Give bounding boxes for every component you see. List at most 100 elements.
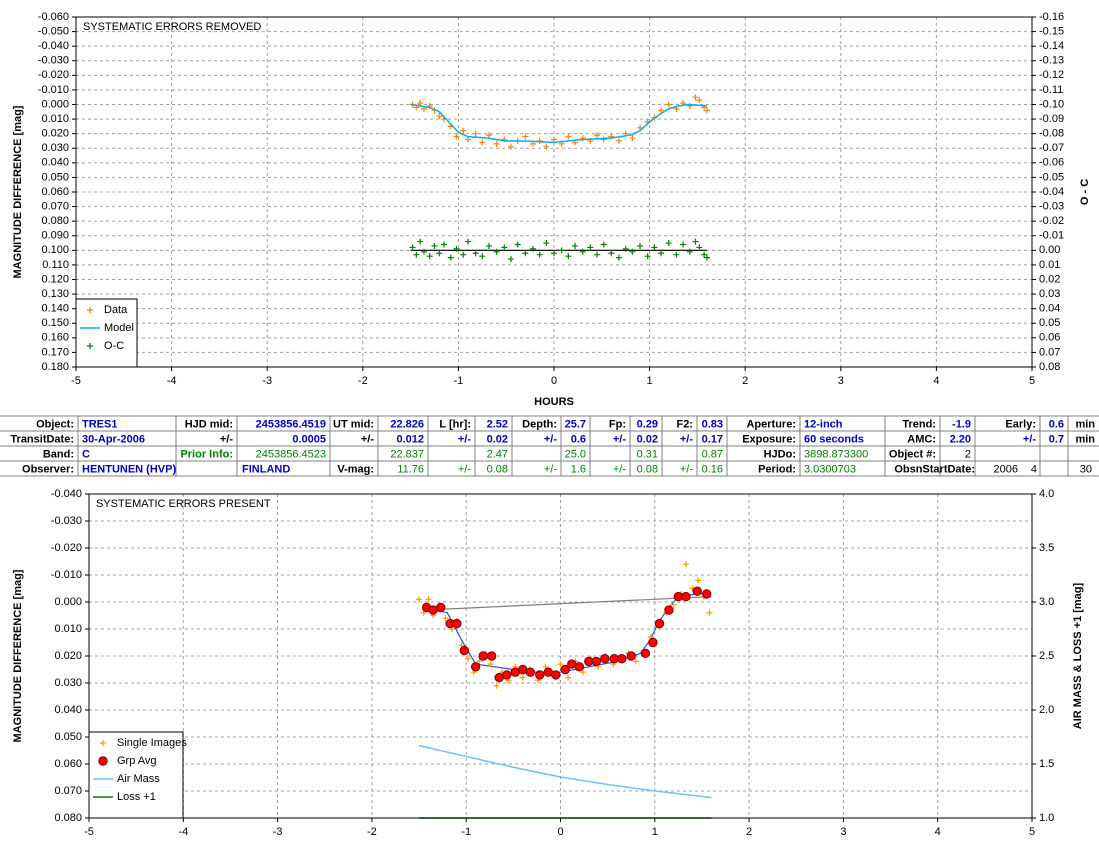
data-point	[453, 133, 460, 140]
group-average	[664, 605, 674, 615]
y-tick-label: -0.010	[51, 569, 82, 581]
x-tick-label: 0	[557, 826, 563, 838]
table-cell: 0.6	[571, 433, 586, 445]
y-tick-label: 0.120	[41, 273, 69, 285]
table-cell: 11.76	[397, 463, 424, 475]
y-tick-label: 0.010	[41, 113, 69, 125]
data-point	[558, 247, 565, 254]
data-point	[629, 248, 636, 255]
table-cell: F2:	[677, 418, 694, 430]
data-point	[565, 674, 572, 681]
y2-tick-label: -0.13	[1039, 55, 1064, 67]
data-point	[703, 254, 710, 261]
table-cell: +/-	[458, 433, 471, 445]
y-tick-label: -0.060	[38, 11, 69, 23]
table-cell: Exposure:	[742, 433, 796, 445]
series-line	[418, 744, 712, 799]
group-average	[502, 670, 512, 680]
table-cell: 25.0	[565, 448, 586, 460]
data-point	[622, 245, 629, 252]
y2-tick-label: -0.08	[1039, 128, 1064, 140]
data-point	[682, 561, 689, 568]
data-point	[670, 601, 677, 608]
data-point	[465, 655, 472, 662]
data-point	[565, 253, 572, 260]
y-tick-label: -0.020	[38, 69, 69, 81]
data-point	[409, 244, 416, 251]
table-cell: 0.16	[702, 463, 723, 475]
y-tick-label: -0.040	[51, 488, 82, 500]
data-point	[616, 254, 623, 261]
table-cell: TRES1	[82, 418, 117, 430]
data-point	[551, 250, 557, 257]
table-cell: 2006	[994, 463, 1018, 475]
table-cell: C	[82, 448, 90, 460]
plot-frame	[88, 493, 1033, 819]
table-cell: 2.47	[487, 448, 508, 460]
y-tick-label: 0.100	[41, 244, 69, 256]
data-point	[460, 251, 467, 258]
y-tick-label: 0.130	[41, 288, 69, 300]
group-average	[626, 651, 636, 661]
group-average	[478, 651, 488, 661]
table-cell: 12-inch	[804, 418, 843, 430]
y-tick-label: 0.090	[41, 230, 69, 242]
y-tick-label: 0.030	[41, 142, 69, 154]
data-point	[572, 242, 579, 249]
y-tick-label: -0.010	[38, 84, 69, 96]
table-cell: AMC:	[907, 433, 936, 445]
legend-label: Data	[104, 304, 128, 316]
y-tick-label: 0.050	[41, 171, 69, 183]
x-tick-label: -1	[454, 375, 464, 387]
x-tick-label: -1	[461, 826, 471, 838]
table-cell: 0.83	[702, 418, 723, 430]
table-cell: HJD mid:	[185, 418, 233, 430]
table-cell: 0.012	[396, 433, 424, 445]
x-tick-label: 4	[935, 826, 941, 838]
table-cell: +/-	[361, 433, 374, 445]
data-point	[686, 248, 693, 255]
table-cell: min	[1075, 433, 1095, 445]
table-cell: TransitDate:	[10, 433, 74, 445]
table-cell: 25.7	[565, 418, 586, 430]
y-tick-label: -0.030	[51, 515, 82, 527]
data-point	[501, 244, 508, 251]
legend-label: Single Images	[117, 737, 187, 749]
y2-tick-label: -0.02	[1039, 215, 1064, 227]
data-point	[580, 669, 587, 676]
x-tick-label: -2	[358, 375, 368, 387]
y2-tick-label: -0.10	[1039, 98, 1064, 110]
y2-tick-label: 3.5	[1039, 542, 1054, 554]
legend-swatch	[100, 740, 106, 746]
legend-label: Air Mass	[117, 773, 160, 785]
legend-swatch	[87, 343, 93, 349]
table-cell: Early:	[1005, 418, 1036, 430]
data-point	[594, 251, 601, 258]
table-cell: 2.20	[950, 433, 971, 445]
y-tick-label: -0.030	[38, 55, 69, 67]
data-point	[436, 250, 443, 257]
x-tick-label: -3	[262, 375, 272, 387]
x-tick-label: 3	[838, 375, 844, 387]
group-average	[648, 637, 658, 648]
data-point	[485, 132, 492, 139]
data-point	[453, 245, 460, 252]
data-point	[493, 248, 500, 255]
y-tick-label: 0.000	[54, 596, 82, 608]
data-point	[587, 244, 594, 251]
legend-swatch	[98, 756, 108, 766]
y-tick-label: -0.050	[38, 25, 69, 37]
table-cell: 3898.873300	[804, 448, 868, 460]
y2-tick-label: 0.06	[1039, 332, 1060, 344]
chart: -5 -4 -3 -2 -1 0 1 2 3 4 5-0.060-0.050-0.040-0.030…	[12, 11, 1091, 408]
x-tick-label: 2	[742, 375, 748, 387]
table-cell: +/-	[458, 463, 471, 475]
data-point	[696, 244, 703, 251]
group-average	[535, 670, 545, 680]
data-point	[485, 242, 492, 249]
table-cell: 2453856.4519	[256, 418, 326, 430]
table-cell: V-mag:	[337, 463, 374, 475]
y-tick-label: 0.070	[41, 200, 69, 212]
